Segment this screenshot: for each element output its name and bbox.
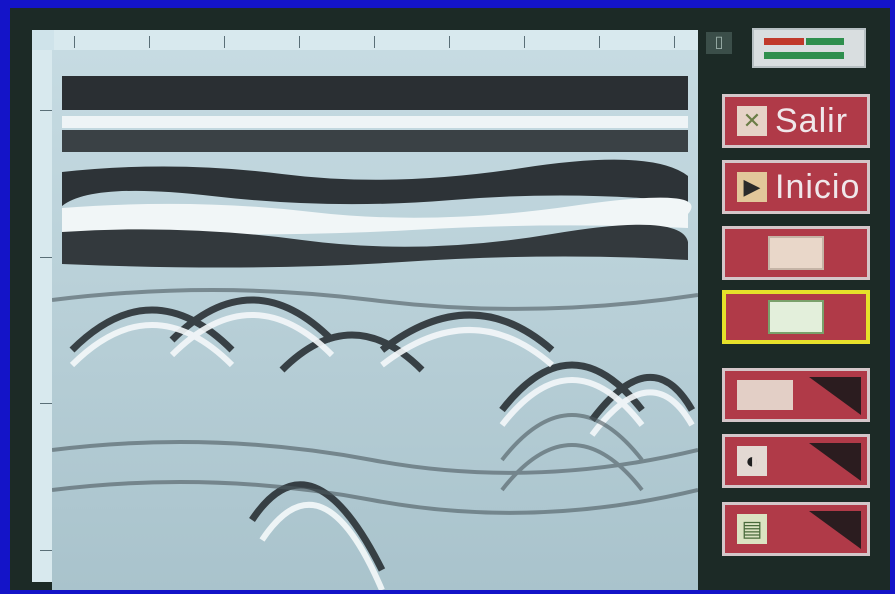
scale-tick — [224, 36, 225, 48]
window-icon — [768, 300, 824, 334]
gpr-screen: ▯ ✕ Salir ▶ Inicio ◐ ▤ — [10, 8, 890, 590]
signal-indicator — [752, 28, 866, 68]
window-button[interactable] — [722, 290, 870, 344]
scale-tick — [374, 36, 375, 48]
vertical-scale — [32, 50, 53, 582]
start-button-label: Inicio — [775, 167, 861, 206]
scale-tick — [74, 36, 75, 48]
scale-tick — [299, 36, 300, 48]
triangle-indicator — [809, 443, 861, 481]
scale-tick — [599, 36, 600, 48]
triangle-indicator — [809, 377, 861, 415]
document-button[interactable]: ▤ — [722, 502, 870, 556]
scale-tick — [674, 36, 675, 48]
exit-button[interactable]: ✕ Salir — [722, 94, 870, 148]
zoom-icon[interactable]: ▯ — [706, 32, 732, 54]
radargram-image — [52, 50, 698, 590]
scale-tick — [524, 36, 525, 48]
triangle-indicator — [809, 511, 861, 549]
start-button[interactable]: ▶ Inicio — [722, 160, 870, 214]
scale-tick — [149, 36, 150, 48]
signal-bar-red — [764, 38, 804, 45]
gain-button[interactable] — [722, 368, 870, 422]
document-icon: ▤ — [737, 514, 767, 544]
tool-icon — [768, 236, 824, 270]
exit-button-label: Salir — [775, 101, 849, 140]
tool-button[interactable] — [722, 226, 870, 280]
scale-tick — [40, 256, 52, 258]
scale-tick — [40, 110, 52, 111]
play-icon: ▶ — [737, 172, 767, 202]
half-moon-icon: ◐ — [737, 446, 767, 476]
close-x-icon: ✕ — [737, 106, 767, 136]
signal-bar-green — [806, 38, 844, 45]
signal-bar-level — [764, 52, 844, 59]
scale-tick — [449, 36, 450, 48]
screen-gain-icon — [737, 380, 793, 410]
moon-button[interactable]: ◐ — [722, 434, 870, 488]
scale-tick — [40, 403, 52, 405]
radargram-panel[interactable] — [32, 30, 698, 590]
horizontal-scale — [54, 30, 698, 51]
scale-tick — [40, 550, 52, 551]
